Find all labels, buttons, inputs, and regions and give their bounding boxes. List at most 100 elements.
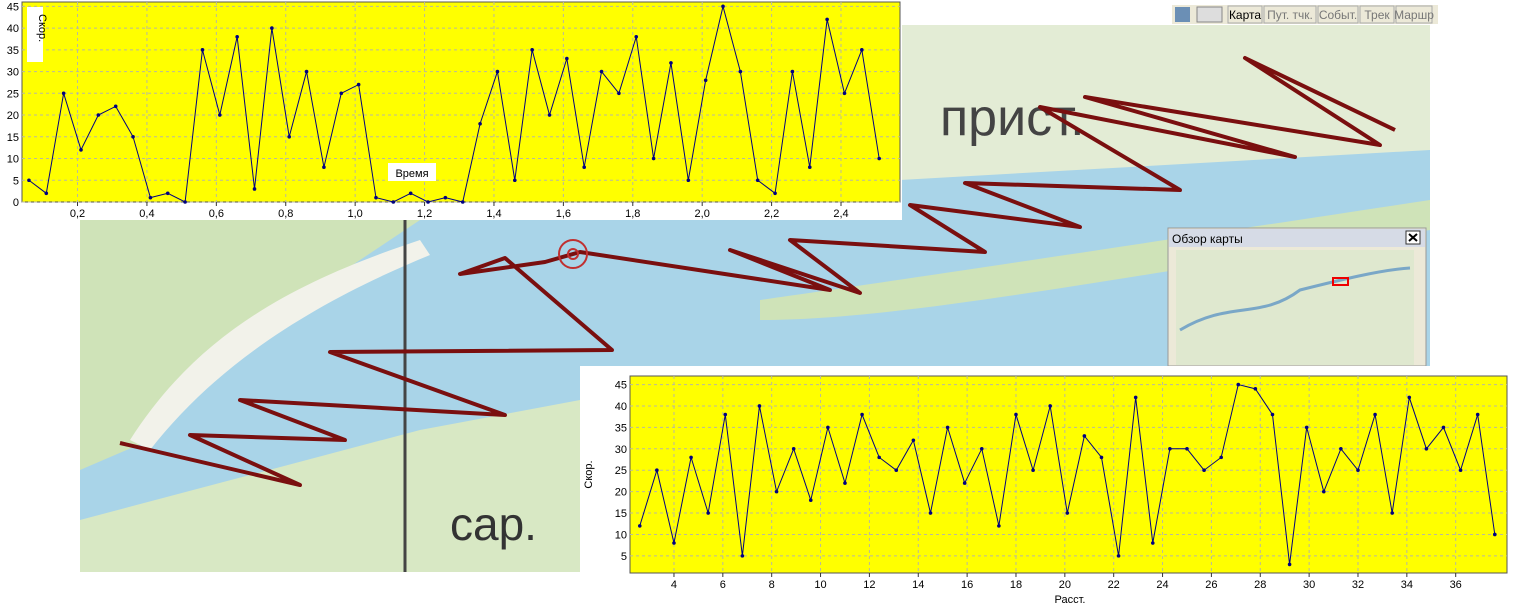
data-point [843, 481, 847, 485]
axis-label-bg [388, 163, 436, 181]
x-tick-label: 4 [671, 579, 677, 591]
data-point [877, 455, 881, 460]
toolbar-button-label: Пут. тчк. [1267, 8, 1313, 22]
toolbar-button[interactable] [1317, 5, 1359, 24]
x-tick-label: 1,0 [348, 208, 363, 220]
y-tick-label: 25 [615, 465, 627, 477]
data-point [200, 48, 205, 52]
data-point [530, 48, 534, 52]
data-point [599, 69, 604, 74]
icon-button[interactable] [1196, 6, 1223, 23]
data-point [877, 156, 881, 161]
data-point [1339, 447, 1343, 451]
data-point [686, 178, 691, 183]
data-point [1356, 468, 1360, 473]
data-point [672, 541, 676, 545]
data-point [979, 447, 984, 451]
toolbar-button[interactable] [1395, 5, 1433, 24]
x-tick-label: 36 [1450, 579, 1462, 591]
x-tick-label: 20 [1059, 579, 1071, 591]
y-tick-label: 35 [615, 422, 627, 434]
data-point [565, 56, 569, 61]
y-tick-label: 10 [7, 154, 19, 166]
map-label: сар. [450, 498, 537, 550]
toolbar-button[interactable] [1227, 5, 1263, 24]
data-point [131, 134, 135, 139]
data-point [1270, 412, 1275, 417]
data-point [634, 34, 639, 39]
data-point [894, 468, 899, 473]
y-tick-label: 40 [615, 401, 627, 413]
data-point [928, 511, 933, 515]
data-point [723, 412, 728, 417]
data-point [339, 91, 344, 96]
x-tick-label: 22 [1108, 579, 1120, 591]
y-tick-label: 30 [615, 444, 627, 456]
chart-panel: 0 5 10 15 20 25 30 35 40 45 0,2 0,4 0,6 0,8 1,0 1,2 1,4 1… [0, 0, 902, 220]
data-point [374, 195, 378, 200]
x-tick-label: 8 [769, 579, 775, 591]
data-point [911, 438, 916, 443]
data-point [1492, 532, 1497, 537]
y-tick-label: 30 [7, 67, 19, 79]
overview-viewport[interactable] [1332, 277, 1349, 286]
data-point [790, 69, 795, 74]
icon-button[interactable] [1175, 7, 1190, 22]
x-tick-label: 28 [1254, 579, 1266, 591]
data-point [1475, 412, 1480, 417]
y-tick-label: 40 [7, 23, 19, 35]
data-point [1031, 468, 1035, 473]
data-point [1304, 425, 1309, 430]
data-point [270, 26, 274, 30]
y-tick-label: 45 [7, 1, 19, 13]
x-tick-label: 0,2 [70, 208, 85, 220]
toolbar-button[interactable] [1359, 5, 1395, 24]
x-tick-label: 2,2 [764, 208, 779, 220]
data-point [1082, 434, 1087, 438]
y-tick-label: 5 [621, 551, 627, 563]
data-point [1441, 425, 1446, 430]
data-point [1407, 395, 1412, 400]
data-point [582, 165, 586, 170]
y-tick-label: 0 [13, 197, 19, 209]
data-point [721, 4, 725, 9]
toolbar-button[interactable] [1263, 5, 1317, 24]
data-point [408, 191, 413, 196]
y-tick-label: 20 [615, 487, 627, 499]
data-point [44, 191, 49, 196]
overview-river [1179, 266, 1411, 332]
x-tick-label: 24 [1156, 579, 1168, 591]
x-tick-label: 1,2 [417, 208, 432, 220]
map-land [900, 25, 1430, 180]
data-point [27, 178, 31, 183]
x-tick-label: 0,4 [139, 208, 154, 220]
data-point [1133, 395, 1138, 400]
data-point [1236, 382, 1241, 387]
data-point [495, 69, 500, 74]
x-tick-label: 1,8 [625, 208, 640, 220]
data-point [1458, 468, 1463, 473]
x-tick-label: 2,0 [695, 208, 710, 220]
data-point [287, 134, 292, 139]
data-point [962, 481, 967, 485]
x-tick-label: 0,8 [278, 208, 293, 220]
y-tick-label: 10 [615, 529, 627, 541]
data-point [826, 425, 830, 430]
x-tick-label: 32 [1352, 579, 1364, 591]
data-point [252, 187, 257, 191]
toolbar-buttons: Карта Пут. тчк. Событ. Трек Маршр [1227, 5, 1434, 24]
data-point [1253, 387, 1258, 391]
data-point [860, 412, 864, 417]
data-point [1202, 468, 1206, 473]
data-point [1390, 511, 1394, 515]
toolbar-button-label: Карта [1229, 8, 1261, 22]
map-label: прист. [940, 89, 1085, 147]
data-point [825, 17, 829, 22]
data-point [774, 489, 779, 494]
data-point [1373, 412, 1377, 417]
close-icon [1408, 233, 1418, 242]
x-tick-label: 18 [1010, 579, 1022, 591]
data-point [478, 121, 482, 126]
plot-area [21, 1, 901, 203]
